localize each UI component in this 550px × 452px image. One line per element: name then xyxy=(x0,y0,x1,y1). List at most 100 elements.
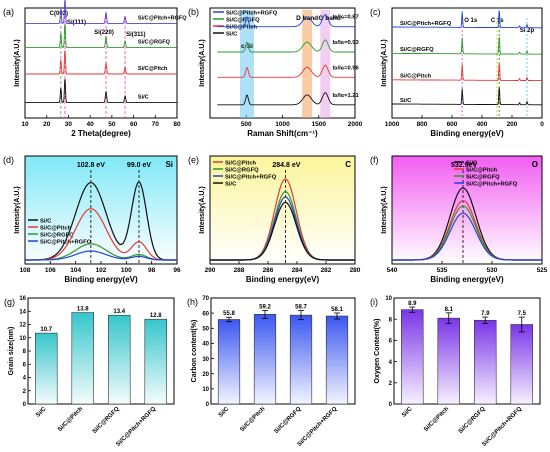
panel-c: 1000 800 600 400 200 0 Binding energy(eV) Inten… xyxy=(370,7,544,138)
x-tick-label: 540 xyxy=(387,267,398,274)
legend-label: Si/C@Pitch xyxy=(40,226,72,232)
series-line xyxy=(392,63,542,82)
data-label: 7.5 xyxy=(518,311,527,317)
x-tick-label: 2000 xyxy=(348,121,363,128)
series-name: Si/C@Pitch xyxy=(138,66,168,72)
category-label: Si/C xyxy=(401,406,414,419)
bar xyxy=(510,324,533,405)
data-label: 59.2 xyxy=(259,304,271,310)
x-tick-label: 284 xyxy=(292,267,303,274)
y-tick-label: 50 xyxy=(202,326,209,332)
y-tick-label: 10 xyxy=(385,296,392,302)
series-name: Si/C@Pitch xyxy=(400,74,432,80)
series-name: Si/C@RGFQ xyxy=(400,47,434,53)
bar xyxy=(144,318,168,405)
x-axis-label: Binding energy(eV) xyxy=(246,275,320,284)
series-line xyxy=(217,92,355,106)
series-line xyxy=(217,14,355,28)
bar xyxy=(108,314,131,405)
ratio-label: Iᴅ/Iɢ=1.21 xyxy=(333,93,360,99)
panel-letter: (g) xyxy=(4,297,15,307)
y-axis-label: Carbon content(%) xyxy=(191,320,198,383)
category-label: Si/C@RGFQ xyxy=(274,406,303,435)
legend-label: Si/C xyxy=(40,219,52,225)
series-line xyxy=(392,36,542,55)
element-label: C xyxy=(345,160,351,169)
y-axis-label: Intensity(A.U.) xyxy=(14,39,21,86)
x-axis-label: Binding energy(eV) xyxy=(430,129,504,138)
series-name: Si/C xyxy=(400,98,412,104)
y-tick-label: 4 xyxy=(389,360,393,366)
panel-a: 10 20 30 40 50 60 70 80 2 Theta(degree) Intensity… xyxy=(3,0,187,138)
x-tick-label: 535 xyxy=(437,267,448,274)
peak-label: 102.8 eV xyxy=(77,162,105,169)
x-tick-label: 108 xyxy=(20,267,31,274)
plot-frame xyxy=(209,155,356,265)
x-tick-label: 10 xyxy=(21,121,29,128)
panel-i: 0 2 4 6 8 10 Oxygen Content(%) (i) 8.9 Si/C 8.1 Si/… xyxy=(370,296,541,448)
category-label: Si/C@RGFQ xyxy=(458,406,487,435)
peak-label: 284.8 eV xyxy=(272,162,300,169)
series-line xyxy=(25,23,177,49)
plot-frame xyxy=(24,7,178,119)
y-tick-label: 0 xyxy=(23,402,27,408)
x-tick-label: 1000 xyxy=(385,121,400,128)
y-axis-label: Intensity(A.U.) xyxy=(199,39,206,86)
y-tick-label: 8 xyxy=(389,317,393,323)
x-axis-label: Binding energy(eV) xyxy=(64,275,138,284)
plot-frame xyxy=(391,7,543,119)
y-tick-label: 10 xyxy=(19,336,26,342)
category-label: Si/C@Pitch xyxy=(239,406,266,433)
peak-label: 532.9eV xyxy=(451,162,477,169)
y-tick-label: 8 xyxy=(23,349,27,355)
plot-background xyxy=(392,156,542,264)
data-label: 7.9 xyxy=(481,311,490,317)
series-name: Si/C@RGFQ xyxy=(138,40,171,46)
plot-background xyxy=(210,156,355,264)
series-name: Si/C@Pitch+RGFQ xyxy=(138,15,187,21)
bar xyxy=(217,319,241,405)
legend-label: Si/C@RGFQ xyxy=(466,175,500,181)
legend-label: Si/C@Pitch+RGFQ xyxy=(225,175,277,181)
legend-label: Si/C xyxy=(225,182,237,188)
legend-label: Si/C@Pitch xyxy=(466,168,498,174)
x-tick-label: 288 xyxy=(234,267,245,274)
x-tick-label: 282 xyxy=(321,267,332,274)
band-highlight xyxy=(239,10,254,118)
series-line xyxy=(217,39,355,53)
plot-frame xyxy=(393,297,541,405)
x-tick-label: 20 xyxy=(43,121,51,128)
panel-b: 500 1000 1500 2000 Raman Shift(cm⁻¹) Intensit… xyxy=(188,7,363,138)
data-label: 8.9 xyxy=(408,301,417,307)
x-tick-label: 30 xyxy=(65,121,73,128)
peak-label: Si(311) xyxy=(126,32,145,38)
y-tick-label: 0 xyxy=(389,402,393,408)
plot-frame xyxy=(391,155,543,265)
y-tick-label: 2 xyxy=(389,381,393,387)
series-line xyxy=(25,0,177,24)
bar xyxy=(473,319,497,405)
x-axis-label: Binding energy(eV) xyxy=(430,275,504,284)
y-tick-label: 16 xyxy=(19,296,26,302)
peak-label: 99.0 eV xyxy=(127,162,151,169)
x-tick-label: 800 xyxy=(417,121,428,128)
peak-label: C 1s xyxy=(491,18,504,24)
panel-letter: (h) xyxy=(187,297,198,307)
data-label: 55.8 xyxy=(223,311,235,317)
x-tick-label: 1500 xyxy=(312,121,327,128)
x-tick-label: 102 xyxy=(96,267,107,274)
element-label: Si xyxy=(165,160,173,169)
panel-h: 0 10 20 30 40 50 60 70 Carbon content(%) (h) 55.8 S… xyxy=(187,296,356,448)
x-tick-label: 98 xyxy=(148,267,156,274)
x-tick-label: 280 xyxy=(350,267,361,274)
band-highlight xyxy=(302,10,313,118)
y-tick-label: 12 xyxy=(19,323,26,329)
y-tick-label: 30 xyxy=(202,357,209,363)
data-label: 58.7 xyxy=(295,305,307,311)
category-label: Si/C@Pitch xyxy=(423,406,450,433)
legend-label: Si/C xyxy=(226,32,238,38)
category-label: Si/C@RGFQ xyxy=(92,406,121,435)
panel-d: 108 106 104 102 100 98 96 Binding energy(eV) Int… xyxy=(3,155,181,284)
bar xyxy=(289,314,313,405)
y-axis-label: Intensity(A.U.) xyxy=(381,186,388,233)
